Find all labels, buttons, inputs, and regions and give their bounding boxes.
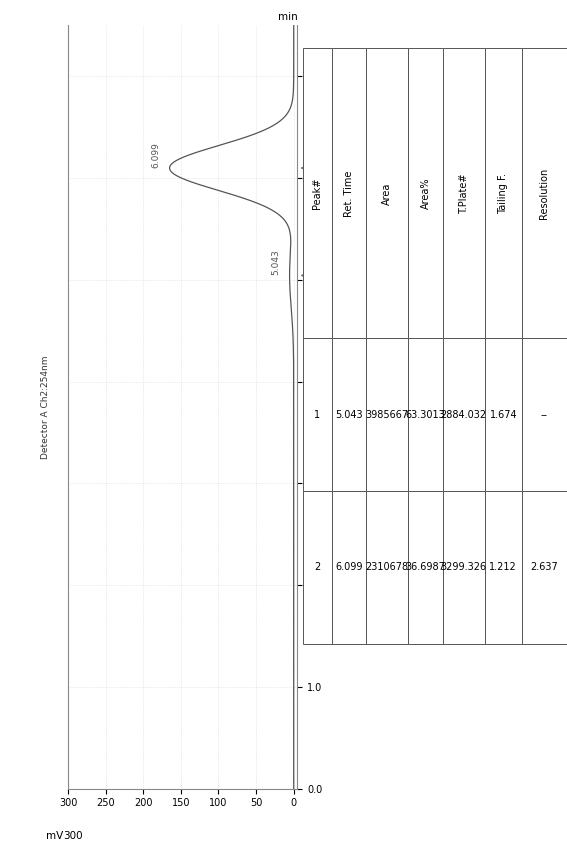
Text: T.Plate#: T.Plate# (459, 173, 469, 214)
Bar (408, 48, 443, 338)
Text: Peak#: Peak# (312, 178, 322, 209)
Text: 1: 1 (314, 410, 320, 420)
Bar (303, 491, 332, 644)
Text: 3985667: 3985667 (366, 410, 409, 420)
Text: 300: 300 (64, 830, 83, 840)
Text: 63.3013: 63.3013 (405, 410, 445, 420)
Text: mV: mV (46, 830, 64, 840)
Text: Resolution: Resolution (539, 168, 549, 219)
Bar (485, 48, 522, 338)
Bar (485, 338, 522, 491)
Text: Ret. Time: Ret. Time (344, 170, 354, 216)
Text: min: min (278, 12, 298, 22)
Bar (522, 491, 566, 644)
Text: 6.099: 6.099 (151, 142, 160, 168)
Text: Area: Area (382, 182, 392, 204)
Bar (408, 491, 443, 644)
Text: 5.043: 5.043 (272, 249, 281, 276)
Text: 36.6987: 36.6987 (405, 562, 446, 572)
Text: 2.637: 2.637 (530, 562, 558, 572)
Text: 1.674: 1.674 (489, 410, 517, 420)
Bar (332, 338, 366, 491)
Text: Tailing F.: Tailing F. (498, 173, 508, 214)
Bar (366, 491, 408, 644)
Text: 2884.032: 2884.032 (441, 410, 486, 420)
Bar (366, 338, 408, 491)
Bar (332, 491, 366, 644)
Text: 5.043: 5.043 (335, 410, 363, 420)
Bar (303, 338, 332, 491)
Bar (366, 48, 408, 338)
Bar (522, 48, 566, 338)
Bar (408, 338, 443, 491)
Text: 6.099: 6.099 (335, 562, 363, 572)
Text: 2310678: 2310678 (366, 562, 409, 572)
Text: 2: 2 (314, 562, 320, 572)
Bar (303, 48, 332, 338)
Text: Area%: Area% (421, 177, 430, 209)
Text: 3299.326: 3299.326 (441, 562, 486, 572)
Text: 1.212: 1.212 (489, 562, 517, 572)
Bar (443, 491, 485, 644)
Bar (443, 338, 485, 491)
Bar (485, 491, 522, 644)
Text: Detector A Ch2:254nm: Detector A Ch2:254nm (41, 355, 49, 459)
Bar (522, 338, 566, 491)
Bar (443, 48, 485, 338)
Bar (332, 48, 366, 338)
Text: --: -- (541, 410, 548, 420)
